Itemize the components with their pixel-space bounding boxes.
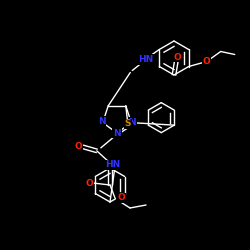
Text: N: N — [128, 118, 136, 127]
Text: O: O — [85, 178, 93, 188]
Text: O: O — [173, 52, 181, 62]
Text: N: N — [113, 128, 121, 138]
Text: S: S — [124, 119, 131, 128]
Text: O: O — [203, 57, 210, 66]
Text: HN: HN — [105, 160, 120, 169]
Text: N: N — [98, 117, 106, 126]
Text: O: O — [117, 194, 125, 202]
Text: HN: HN — [138, 55, 153, 64]
Text: O: O — [75, 142, 83, 151]
